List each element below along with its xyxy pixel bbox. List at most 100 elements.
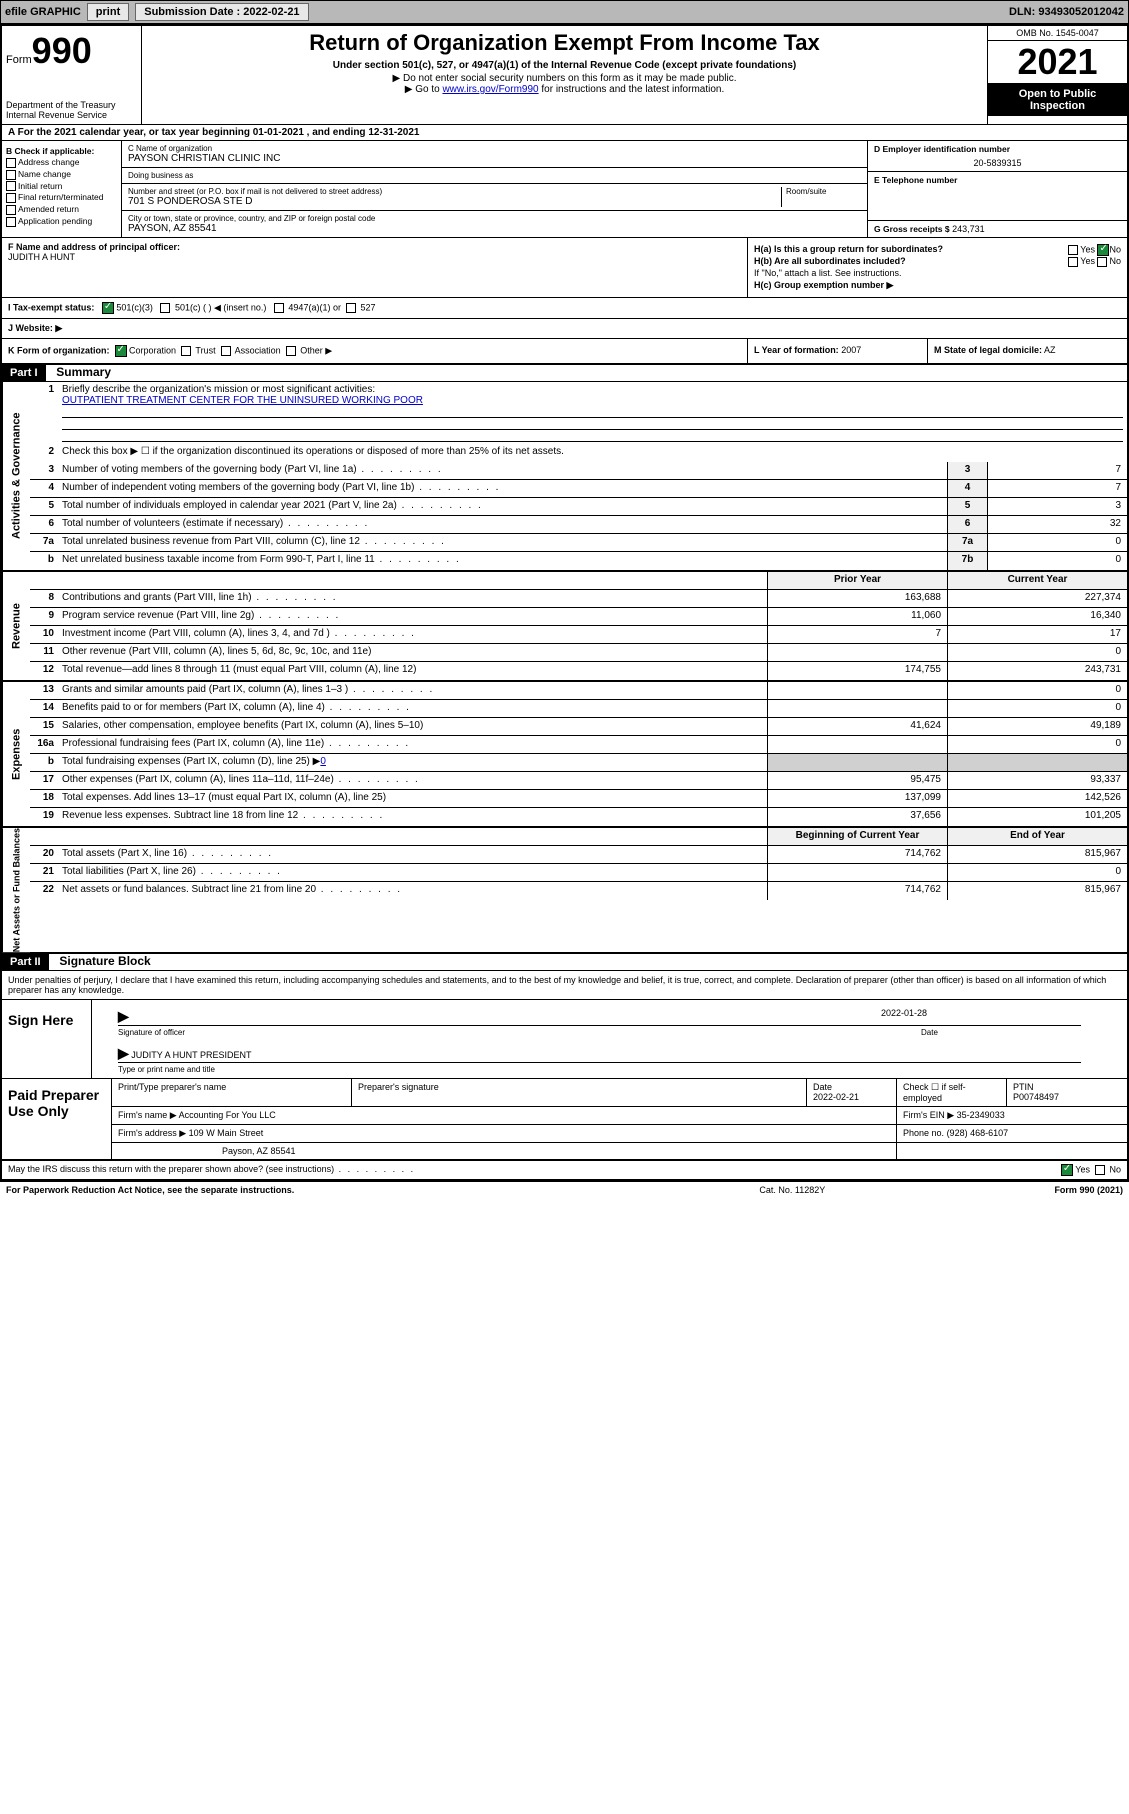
line-2-num: 2 bbox=[30, 444, 58, 462]
vtab-net-assets: Net Assets or Fund Balances bbox=[2, 828, 30, 952]
prep-grid: Print/Type preparer's name Preparer's si… bbox=[112, 1079, 1127, 1159]
line-9-text: Program service revenue (Part VIII, line… bbox=[58, 608, 767, 625]
line-20-curr: 815,967 bbox=[947, 846, 1127, 863]
chk-name-change[interactable]: Name change bbox=[6, 169, 117, 180]
open-to-public: Open to Public Inspection bbox=[988, 84, 1127, 116]
domicile-value: AZ bbox=[1044, 345, 1056, 355]
line-21-text: Total liabilities (Part X, line 26) bbox=[58, 864, 767, 881]
line-12-num: 12 bbox=[30, 662, 58, 680]
omb-number: OMB No. 1545-0047 bbox=[988, 26, 1127, 41]
line-7a-box: 7a bbox=[947, 534, 987, 551]
goto-pre: ▶ Go to bbox=[405, 84, 443, 95]
dba-cell: Doing business as bbox=[122, 168, 867, 184]
subtitle-3: ▶ Go to www.irs.gov/Form990 for instruct… bbox=[150, 84, 979, 95]
line-22-text: Net assets or fund balances. Subtract li… bbox=[58, 882, 767, 900]
dba-label: Doing business as bbox=[128, 171, 861, 180]
hdr-current-year: Current Year bbox=[947, 572, 1127, 589]
line-7b-box: 7b bbox=[947, 552, 987, 570]
section-b-through-g: B Check if applicable: Address change Na… bbox=[2, 141, 1127, 238]
line-21-num: 21 bbox=[30, 864, 58, 881]
ptin-value: P00748497 bbox=[1013, 1092, 1121, 1102]
opt-501c3: 501(c)(3) bbox=[116, 302, 153, 312]
ein-label: D Employer identification number bbox=[874, 144, 1121, 154]
line-12-text: Total revenue—add lines 8 through 11 (mu… bbox=[58, 662, 767, 680]
line-5-num: 5 bbox=[30, 498, 58, 515]
prep-date-label: Date bbox=[813, 1082, 890, 1092]
hb-label: H(b) Are all subordinates included? bbox=[754, 256, 906, 266]
line-14-text: Benefits paid to or for members (Part IX… bbox=[58, 700, 767, 717]
firm-phone: (928) 468-6107 bbox=[947, 1128, 1009, 1138]
opt-corp: Corporation bbox=[129, 345, 176, 355]
header-center: Return of Organization Exempt From Incom… bbox=[142, 26, 987, 124]
sig-fields: ▶ 2022-01-28 Signature of officer Date ▶… bbox=[92, 1000, 1127, 1078]
sig-date-label: Date bbox=[921, 1028, 1121, 1037]
line-3-num: 3 bbox=[30, 462, 58, 479]
box-b: B Check if applicable: Address change Na… bbox=[2, 141, 122, 237]
firm-name-label: Firm's name ▶ bbox=[118, 1110, 177, 1120]
city-label: City or town, state or province, country… bbox=[128, 214, 861, 223]
line-14-num: 14 bbox=[30, 700, 58, 717]
ptin-label: PTIN bbox=[1013, 1082, 1121, 1092]
opt-501c: 501(c) ( ) ◀ (insert no.) bbox=[175, 302, 266, 312]
ha-label: H(a) Is this a group return for subordin… bbox=[754, 244, 943, 254]
box-l: L Year of formation: 2007 bbox=[747, 339, 927, 363]
chk-address-change[interactable]: Address change bbox=[6, 157, 117, 168]
line-12-curr: 243,731 bbox=[947, 662, 1127, 680]
discuss-yes: Yes bbox=[1075, 1165, 1090, 1175]
line-17-num: 17 bbox=[30, 772, 58, 789]
box-c: C Name of organization PAYSON CHRISTIAN … bbox=[122, 141, 867, 237]
part-i-title: Summary bbox=[48, 365, 111, 379]
discuss-text: May the IRS discuss this return with the… bbox=[8, 1164, 1061, 1176]
line-10-curr: 17 bbox=[947, 626, 1127, 643]
line-13-curr: 0 bbox=[947, 682, 1127, 699]
submission-date-value: 2022-02-21 bbox=[243, 6, 299, 18]
line-19-text: Revenue less expenses. Subtract line 18 … bbox=[58, 808, 767, 826]
line-13-text: Grants and similar amounts paid (Part IX… bbox=[58, 682, 767, 699]
chk-amended[interactable]: Amended return bbox=[6, 204, 117, 215]
line-16a-curr: 0 bbox=[947, 736, 1127, 753]
box-e: E Telephone number bbox=[868, 172, 1127, 221]
line-16b-text: Total fundraising expenses (Part IX, col… bbox=[58, 754, 767, 771]
line-16a-prior bbox=[767, 736, 947, 753]
line-11-prior bbox=[767, 644, 947, 661]
opt-4947: 4947(a)(1) or bbox=[288, 302, 341, 312]
line-1-num: 1 bbox=[30, 382, 58, 444]
activities-governance-section: Activities & Governance 1 Briefly descri… bbox=[2, 382, 1127, 572]
vtab-expenses: Expenses bbox=[2, 682, 30, 826]
line-8-prior: 163,688 bbox=[767, 590, 947, 607]
signature-section: Under penalties of perjury, I declare th… bbox=[2, 971, 1127, 1079]
prep-date-value: 2022-02-21 bbox=[813, 1092, 890, 1102]
city-value: PAYSON, AZ 85541 bbox=[128, 223, 861, 234]
firm-addr2: Payson, AZ 85541 bbox=[112, 1143, 897, 1159]
print-button[interactable]: print bbox=[87, 3, 129, 21]
ein-value: 20-5839315 bbox=[874, 158, 1121, 168]
chk-app-pending[interactable]: Application pending bbox=[6, 216, 117, 227]
hdr-begin-year: Beginning of Current Year bbox=[767, 828, 947, 845]
gross-value: 243,731 bbox=[952, 224, 985, 234]
org-name-cell: C Name of organization PAYSON CHRISTIAN … bbox=[122, 141, 867, 168]
box-f: F Name and address of principal officer:… bbox=[2, 238, 747, 297]
box-m: M State of legal domicile: AZ bbox=[927, 339, 1127, 363]
h-a: H(a) Is this a group return for subordin… bbox=[754, 244, 1121, 254]
row-i: I Tax-exempt status: 501(c)(3) 501(c) ( … bbox=[2, 298, 1127, 319]
chk-initial-return[interactable]: Initial return bbox=[6, 181, 117, 192]
row-a-taxyear: A For the 2021 calendar year, or tax yea… bbox=[2, 125, 1127, 141]
vtab-governance: Activities & Governance bbox=[2, 382, 30, 570]
line-14-curr: 0 bbox=[947, 700, 1127, 717]
line-4-box: 4 bbox=[947, 480, 987, 497]
line-18-prior: 137,099 bbox=[767, 790, 947, 807]
irs-link[interactable]: www.irs.gov/Form990 bbox=[442, 84, 538, 95]
line-1: Briefly describe the organization's miss… bbox=[58, 382, 1127, 444]
chk-final-return[interactable]: Final return/terminated bbox=[6, 192, 117, 203]
cat-no: Cat. No. 11282Y bbox=[530, 1185, 1054, 1195]
line-4-val: 7 bbox=[987, 480, 1127, 497]
form-990-big: 990 bbox=[32, 30, 92, 71]
subtitle-2: ▶ Do not enter social security numbers o… bbox=[150, 73, 979, 84]
line-16a-num: 16a bbox=[30, 736, 58, 753]
room-label: Room/suite bbox=[786, 187, 861, 196]
dept-treasury: Department of the Treasury bbox=[6, 100, 137, 110]
vtab-revenue: Revenue bbox=[2, 572, 30, 680]
line-17-curr: 93,337 bbox=[947, 772, 1127, 789]
box-k: K Form of organization: Corporation Trus… bbox=[2, 339, 747, 363]
line-16b-prior bbox=[767, 754, 947, 771]
